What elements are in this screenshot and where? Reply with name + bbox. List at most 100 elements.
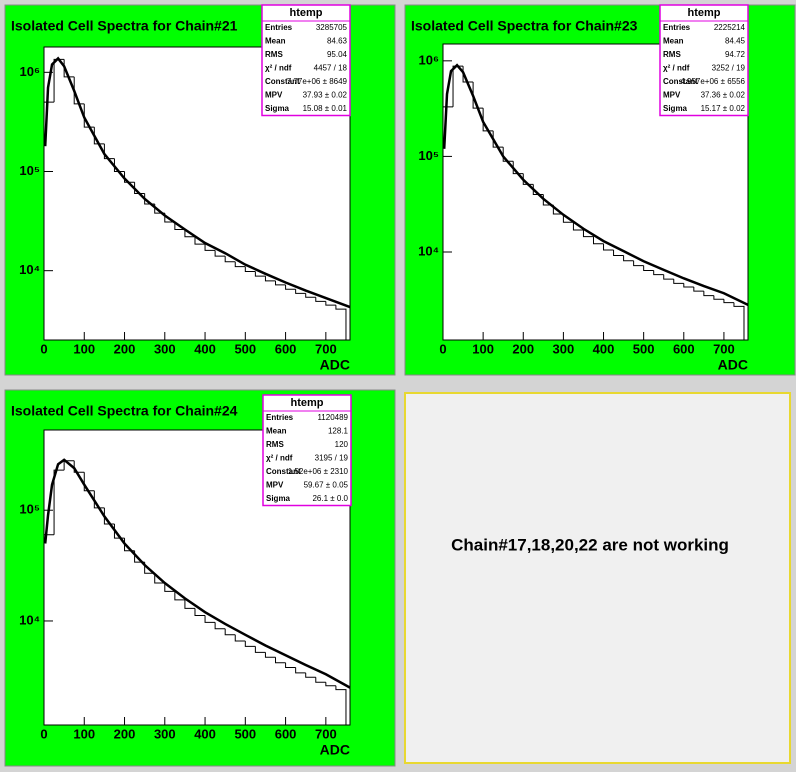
y-tick-label: 10⁴ xyxy=(19,262,40,277)
histogram-bin xyxy=(693,287,704,292)
histogram-bin xyxy=(103,143,115,160)
stats-label: RMS xyxy=(265,50,283,59)
stats-label: Constant xyxy=(266,467,301,476)
histogram-bin xyxy=(603,243,614,251)
chart-title: Isolated Cell Spectra for Chain#24 xyxy=(11,403,238,419)
stats-value: 1120489 xyxy=(317,413,348,422)
histogram-bin xyxy=(492,130,504,148)
histogram-bin xyxy=(204,244,216,251)
chart-title: Isolated Cell Spectra for Chain#23 xyxy=(411,18,638,34)
histogram-bin xyxy=(224,628,236,636)
stats-value: 37.36 ± 0.02 xyxy=(701,90,746,99)
histogram-bin xyxy=(633,260,644,267)
histogram-bin xyxy=(623,255,634,262)
histogram-bin xyxy=(582,229,594,238)
histogram-bin xyxy=(683,283,694,288)
stats-title: htemp xyxy=(290,7,323,19)
x-tick-label: 400 xyxy=(194,341,216,356)
histogram-bin xyxy=(285,284,296,290)
histogram-bin xyxy=(164,583,175,592)
stats-label: Sigma xyxy=(663,104,688,113)
x-tick-label: 300 xyxy=(553,341,575,356)
histogram-bin xyxy=(335,305,347,340)
stats-title: htemp xyxy=(688,7,721,19)
stats-box xyxy=(261,4,351,117)
x-tick-label: 700 xyxy=(315,726,337,741)
histogram-bin xyxy=(214,622,226,630)
x-tick-label: 600 xyxy=(275,341,297,356)
stats-value: 59.67 ± 0.05 xyxy=(304,480,349,489)
histogram-bin xyxy=(472,82,484,109)
histogram-bin xyxy=(73,460,85,473)
histogram-bin xyxy=(53,469,65,535)
histogram-bin xyxy=(214,250,226,257)
stats-value: 37.93 ± 0.02 xyxy=(303,90,348,99)
fit-curve xyxy=(442,63,749,306)
histogram-bin xyxy=(83,472,95,492)
stats-value: 84.45 xyxy=(725,36,746,45)
x-tick-label: 200 xyxy=(114,726,136,741)
histogram-bin xyxy=(315,297,326,302)
histogram-bin xyxy=(335,685,347,725)
x-tick-label: 400 xyxy=(194,726,216,741)
histogram-bin xyxy=(305,672,316,678)
stats-value: 1.52e+06 ± 2310 xyxy=(288,467,349,476)
stats-value: 3285705 xyxy=(316,23,348,32)
histogram-bin xyxy=(93,127,105,145)
x-tick-label: 600 xyxy=(673,341,695,356)
stats-label: Constant xyxy=(663,77,698,86)
histogram-bin xyxy=(194,236,206,245)
x-axis-label: ADC xyxy=(718,357,748,373)
histogram-bin xyxy=(295,667,306,674)
histogram-bin xyxy=(73,76,85,105)
x-axis-label: ADC xyxy=(320,742,350,758)
stats-label: MPV xyxy=(663,90,681,99)
note-panel xyxy=(404,392,791,764)
x-tick-label: 0 xyxy=(40,726,47,741)
x-tick-label: 100 xyxy=(472,341,494,356)
stats-value: 94.72 xyxy=(725,50,746,59)
histogram-bin xyxy=(194,608,206,617)
x-tick-label: 100 xyxy=(73,341,95,356)
stats-label: Entries xyxy=(266,413,294,422)
histogram-bin xyxy=(244,640,256,647)
x-tick-label: 200 xyxy=(512,341,534,356)
x-tick-label: 500 xyxy=(234,341,256,356)
stats-label: Sigma xyxy=(266,494,291,503)
x-tick-label: 500 xyxy=(234,726,256,741)
fit-curve xyxy=(43,56,351,309)
stats-label: χ² / ndf xyxy=(265,63,292,72)
histogram-bin xyxy=(502,147,514,162)
x-tick-label: 300 xyxy=(154,341,176,356)
x-tick-label: 700 xyxy=(315,341,337,356)
histogram-bin xyxy=(264,276,276,282)
histogram-bin xyxy=(305,293,316,298)
histogram-bin xyxy=(275,280,286,286)
histogram-bin xyxy=(643,265,654,272)
stats-value: 26.1 ± 0.0 xyxy=(312,494,348,503)
stats-label: MPV xyxy=(266,480,284,489)
histogram-bin xyxy=(204,615,216,623)
stats-title: htemp xyxy=(291,397,324,409)
histogram-bin xyxy=(184,599,195,609)
histogram-bin xyxy=(452,65,464,107)
histogram-bin xyxy=(592,236,604,245)
histogram-bin xyxy=(673,279,684,284)
fit-curve xyxy=(43,458,351,689)
histogram-bin xyxy=(254,646,266,653)
x-tick-label: 100 xyxy=(73,726,95,741)
x-tick-label: 0 xyxy=(40,341,47,356)
histogram-bin xyxy=(124,171,135,183)
x-tick-label: 200 xyxy=(114,341,136,356)
histogram-bin xyxy=(723,299,734,304)
x-tick-label: 500 xyxy=(633,341,655,356)
stats-value: 4457 / 18 xyxy=(314,63,348,72)
y-tick-label: 10⁴ xyxy=(19,612,40,627)
x-tick-label: 0 xyxy=(439,341,446,356)
y-tick-label: 10⁵ xyxy=(418,148,439,163)
stats-label: Mean xyxy=(265,36,286,45)
stats-value: 15.08 ± 0.01 xyxy=(303,104,348,113)
stats-label: RMS xyxy=(266,440,284,449)
histogram-bin xyxy=(224,256,236,263)
